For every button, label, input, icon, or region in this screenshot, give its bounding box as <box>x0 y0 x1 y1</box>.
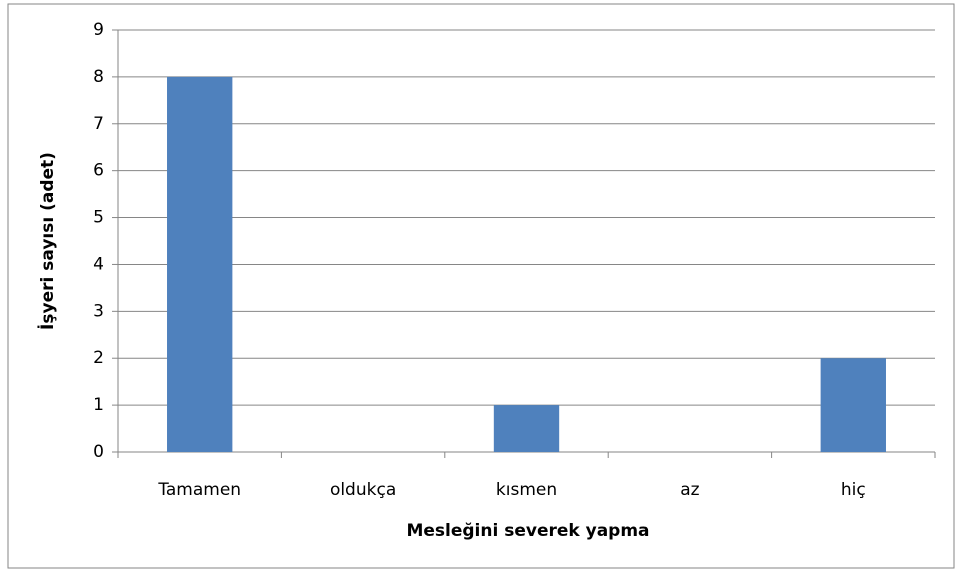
y-axis-label: İşyeri sayısı (adet) <box>36 152 58 330</box>
bar <box>493 405 560 452</box>
x-tick-label: az <box>680 480 699 500</box>
y-tick-label: 1 <box>93 395 104 415</box>
chart-frame <box>7 3 955 569</box>
y-tick-label: 9 <box>93 20 104 40</box>
y-tick-label: 3 <box>93 301 104 321</box>
x-tick-label: hiç <box>841 480 866 500</box>
y-tick-label: 2 <box>93 348 104 368</box>
y-tick-label: 5 <box>93 208 104 228</box>
x-tick-label: oldukça <box>330 480 396 500</box>
y-tick-label: 7 <box>93 114 104 134</box>
bar <box>820 358 886 452</box>
y-tick-label: 0 <box>93 442 104 462</box>
x-axis-label: Mesleğini severek yapma <box>406 521 649 541</box>
y-tick-label: 6 <box>93 161 104 181</box>
x-tick-label: Tamamen <box>157 480 241 500</box>
y-tick-label: 8 <box>93 67 104 87</box>
y-tick-label: 4 <box>93 254 104 274</box>
bar <box>167 76 233 452</box>
x-tick-label: kısmen <box>496 480 557 500</box>
